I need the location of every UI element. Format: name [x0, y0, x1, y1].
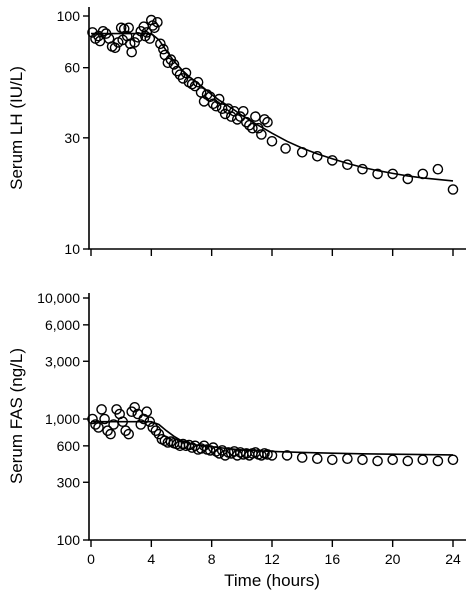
lh-data-point	[432, 163, 444, 175]
fas-xtick-label: 0	[87, 551, 95, 567]
lh-data-point	[247, 122, 258, 134]
fas-ylabel: Serum FAS (ng/L)	[7, 348, 26, 484]
lh-x-axis-ticks	[90, 249, 454, 256]
fas-ytick-label: 100	[57, 532, 81, 548]
lh-data-point	[180, 67, 192, 79]
lh-data-point	[162, 57, 174, 69]
lh-ytick-label: 30	[64, 130, 80, 146]
fas-xtick-label: 16	[325, 551, 341, 567]
lh-data-point	[124, 38, 136, 50]
lh-data-point	[109, 42, 121, 54]
lh-fit-line	[91, 32, 454, 182]
fas-xtick-label: 24	[445, 551, 461, 567]
fas-data-point	[138, 413, 150, 425]
fas-data-point	[129, 401, 140, 413]
lh-data-point	[447, 184, 459, 195]
fas-data-point	[96, 404, 107, 415]
lh-ytick-label: 60	[64, 60, 80, 76]
lh-y-axis-ticks: 10 30 60 100	[57, 8, 89, 257]
lh-data-point	[357, 163, 368, 175]
lh-data-point	[152, 16, 163, 28]
fas-y-axis-ticks: 100 300 600 1,000 3,000 6,000 10,000	[37, 290, 89, 548]
lh-data-point	[250, 111, 261, 122]
fas-data-point	[311, 453, 323, 465]
lh-data-marks	[87, 14, 459, 195]
lh-data-point	[129, 37, 140, 48]
lh-data-point	[216, 103, 228, 114]
lh-data-point	[168, 59, 180, 70]
lh-data-point	[123, 22, 134, 34]
fas-data-marks	[87, 401, 459, 467]
lh-data-point	[372, 168, 383, 180]
fas-xtick-label: 20	[385, 551, 401, 567]
fas-data-point	[105, 428, 116, 440]
lh-data-point	[87, 27, 98, 38]
fas-data-point	[99, 413, 110, 425]
fas-ytick-label: 1,000	[45, 411, 80, 427]
lh-data-point	[259, 114, 270, 125]
fas-xtick-label: 4	[147, 551, 155, 567]
fas-data-point	[87, 413, 98, 425]
lh-data-point	[155, 38, 166, 50]
lh-panel: Serum LH (IU/L) 10 30 60 100	[7, 7, 466, 257]
fas-ytick-label: 600	[57, 438, 81, 454]
fas-data-point	[432, 455, 444, 467]
lh-data-point	[402, 173, 414, 185]
lh-data-point	[266, 135, 278, 147]
lh-data-point	[195, 87, 207, 98]
fas-data-point	[102, 425, 113, 437]
fas-xtick-label: 12	[264, 551, 280, 567]
lh-data-point	[141, 27, 153, 38]
lh-data-point	[280, 143, 291, 154]
fas-fit-line	[91, 420, 454, 456]
lh-data-point	[158, 43, 169, 55]
fas-xlabel: Time (hours)	[224, 571, 320, 590]
fas-data-point	[141, 406, 153, 418]
fas-ytick-label: 6,000	[45, 317, 80, 333]
lh-plot-frame	[88, 7, 466, 250]
fas-xtick-label: 8	[208, 551, 216, 567]
fas-data-point	[417, 454, 429, 466]
lh-ylabel: Serum LH (IU/L)	[7, 66, 26, 190]
fas-data-point	[234, 447, 246, 458]
lh-data-point	[256, 129, 267, 140]
fas-data-point	[402, 455, 414, 467]
fas-data-point	[120, 425, 131, 437]
lh-data-point	[97, 25, 109, 37]
fas-data-point	[262, 449, 273, 460]
fas-panel: Serum FAS (ng/L) 100 300 600 1,000 3,000 6,00…	[7, 290, 466, 590]
lh-data-point	[311, 150, 323, 162]
fas-data-point	[219, 450, 231, 461]
lh-data-point	[126, 46, 137, 58]
fas-ytick-label: 10,000	[37, 290, 80, 306]
fas-data-point	[123, 428, 134, 440]
fas-data-point	[93, 422, 104, 433]
fas-data-point	[150, 425, 162, 437]
lh-data-point	[192, 76, 204, 88]
fas-data-point	[326, 454, 338, 466]
fas-x-axis-ticks: 0 4 8 12 16 20 24	[87, 540, 461, 567]
fas-data-point	[281, 450, 293, 461]
lh-ytick-label: 100	[57, 8, 81, 24]
fas-ytick-label: 3,000	[45, 353, 80, 369]
fas-data-point	[372, 455, 383, 467]
lh-data-point	[262, 116, 273, 128]
fas-data-point	[357, 454, 368, 466]
lh-data-point	[132, 32, 144, 43]
lh-ytick-label: 10	[64, 241, 80, 257]
lh-data-point	[149, 22, 160, 34]
fas-data-point	[296, 452, 308, 463]
fas-data-point	[447, 454, 459, 466]
fas-data-point	[387, 454, 399, 466]
lh-data-point	[210, 100, 222, 112]
fas-data-point	[90, 419, 101, 430]
fas-ytick-label: 300	[57, 474, 81, 490]
fas-data-point	[153, 428, 165, 440]
fas-data-point	[342, 453, 353, 465]
lh-data-point	[213, 93, 225, 105]
